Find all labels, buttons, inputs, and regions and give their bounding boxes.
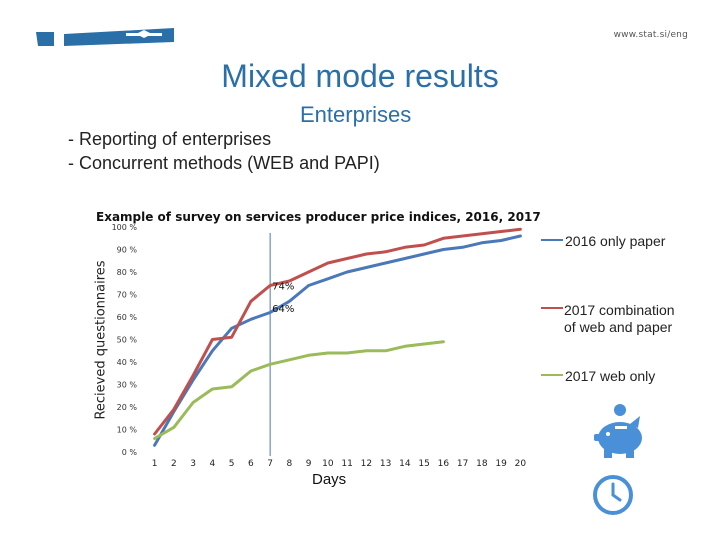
legend-label-2017-web: 2017 web only [565,368,656,384]
y-tick-label: 100 % [112,223,138,232]
x-tick-label: 4 [210,459,216,469]
x-tick-label: 6 [248,459,254,469]
x-tick-label: 2 [171,459,177,469]
clock-icon [593,475,633,515]
page-subtitle: Enterprises [300,102,412,127]
x-tick-label: 10 [322,459,334,469]
x-tick-label: 13 [380,459,391,469]
x-tick-label: 18 [476,459,488,469]
chart-title: Example of survey on services producer p… [96,210,541,224]
series-line-2017-web-only [153,340,445,440]
y-tick-label: 20 % [117,403,138,412]
data-label: 64% [272,304,294,315]
x-tick-label: 1 [152,459,158,469]
y-tick-label: 50 % [117,336,138,345]
x-tick-label: 19 [495,459,507,469]
x-tick-label: 5 [229,459,235,469]
x-tick-label: 17 [457,459,468,469]
y-tick-label: 0 % [122,448,138,457]
series-line-2016-only-paper [153,234,522,447]
x-tick-label: 11 [341,459,352,469]
logo [36,28,174,46]
bullet-list: - Reporting of enterprises - Concurrent … [68,127,380,175]
y-tick-label: 90 % [117,246,138,255]
y-tick-label: 60 % [117,313,138,322]
y-tick-label: 80 % [117,268,138,277]
data-label: 74% [272,282,294,293]
x-tick-label: 15 [418,459,429,469]
x-axis-label: Days [312,471,347,488]
legend-label-2016: 2016 only paper [565,233,666,249]
x-tick-label: 12 [361,459,372,469]
piggy-bank-icon [594,404,642,458]
series-line-2017-combination-of-web-and-paper [153,227,522,436]
x-tick-label: 3 [190,459,196,469]
y-tick-label: 30 % [117,381,138,390]
page-title: Mixed mode results [221,58,499,94]
y-tick-label: 70 % [117,291,138,300]
x-tick-label: 16 [438,459,450,469]
y-tick-label: 40 % [117,358,138,367]
x-tick-label: 20 [515,459,527,469]
x-tick-label: 8 [287,459,293,469]
x-tick-label: 7 [267,459,273,469]
x-tick-label: 14 [399,459,411,469]
bullet-item: - Concurrent methods (WEB and PAPI) [68,153,380,173]
y-tick-label: 10 % [117,426,138,435]
x-tick-label: 9 [306,459,312,469]
legend-label-2017-combined: 2017 combination of web and paper [564,302,675,335]
bullet-item: - Reporting of enterprises [68,129,272,149]
site-url[interactable]: www.stat.si/eng [613,30,688,40]
